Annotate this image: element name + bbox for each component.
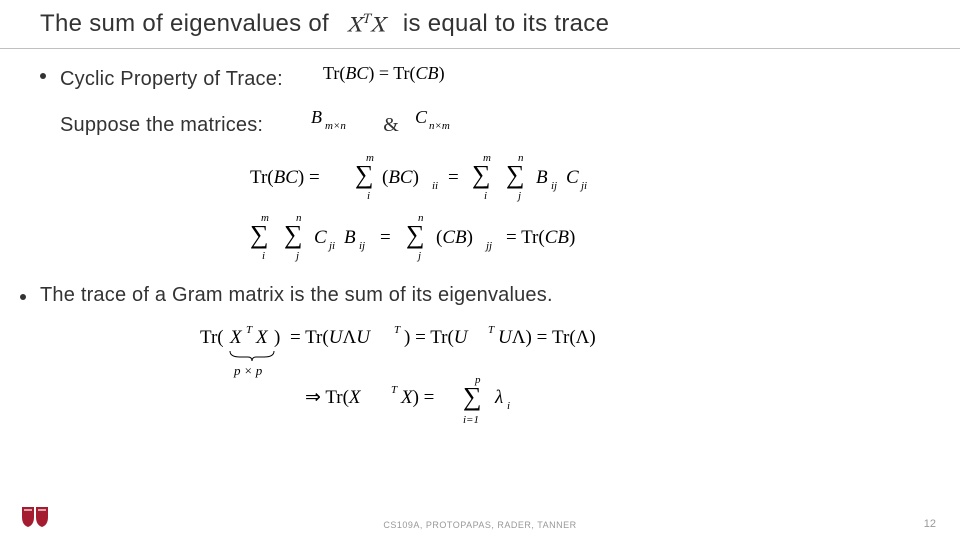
svg-text:m×n: m×n (325, 120, 346, 131)
svg-text:=: = (448, 167, 459, 188)
svg-text:Tr(: Tr( (200, 327, 224, 348)
slide: The sum of eigenvalues of XTX is equal t… (0, 0, 960, 540)
svg-text:p × p: p × p (233, 363, 263, 378)
bullet1-eq: Tr(BC) = Tr(CB) (323, 63, 503, 93)
svg-text:Tr(BC) =: Tr(BC) = (250, 167, 320, 188)
svg-text:n×m: n×m (429, 120, 450, 131)
svg-text:∑: ∑ (472, 160, 491, 189)
footer-text: CS109A, PROTOPAPAS, RADER, TANNER (0, 520, 960, 530)
svg-text:∑: ∑ (250, 220, 269, 249)
svg-text:jj: jj (484, 240, 492, 252)
svg-text:i: i (507, 400, 510, 412)
svg-text:∑: ∑ (355, 160, 374, 189)
title-part2: is equal to its trace (403, 10, 609, 38)
eq-block2: Tr( X T X ) p × p = Tr(UΛU T ) = Tr(U T … (40, 321, 920, 436)
svg-text:T: T (246, 324, 253, 336)
svg-text:C: C (566, 167, 579, 188)
ampersand: & (383, 114, 399, 137)
svg-text:i: i (367, 190, 370, 202)
svg-text:C: C (314, 227, 327, 248)
svg-text:X) =: X) = (400, 387, 434, 408)
svg-text:⇒ Tr(X: ⇒ Tr(X (305, 387, 362, 408)
svg-text:i: i (262, 250, 265, 262)
svg-text:) = Tr(U: ) = Tr(U (404, 327, 469, 348)
svg-text:Tr(BC) = Tr(CB): Tr(BC) = Tr(CB) (323, 63, 445, 84)
svg-text:): ) (274, 327, 280, 348)
eq-block1: Tr(BC) = m ∑ i (BC) ii = m ∑ i n ∑ j B i… (40, 151, 920, 274)
svg-text:ij: ij (551, 180, 557, 192)
svg-text:∑: ∑ (284, 220, 303, 249)
svg-text:ij: ij (359, 240, 365, 252)
suppose-row: Suppose the matrices: B m×n & C n×m (60, 107, 920, 139)
title-part1: The sum of eigenvalues of (40, 10, 329, 38)
svg-text:UΛ) = Tr(Λ): UΛ) = Tr(Λ) (498, 327, 596, 348)
suppose-label: Suppose the matrices: (60, 114, 263, 137)
svg-text:∑: ∑ (463, 382, 482, 411)
svg-text:j: j (516, 190, 521, 202)
bullet1-label: Cyclic Property of Trace: (60, 68, 283, 91)
svg-text:B: B (311, 107, 322, 127)
svg-text:=: = (380, 227, 391, 248)
svg-text:j: j (294, 250, 299, 262)
title-row: The sum of eigenvalues of XTX is equal t… (0, 0, 960, 49)
bullet1: Cyclic Property of Trace: Tr(BC) = Tr(CB… (40, 63, 920, 93)
bullet-dot-icon (20, 294, 26, 300)
svg-text:C: C (415, 107, 428, 127)
svg-text:i=1: i=1 (463, 414, 479, 426)
slide-body: Cyclic Property of Trace: Tr(BC) = Tr(CB… (0, 49, 960, 436)
svg-text:X: X (229, 327, 243, 348)
svg-text:= Tr(UΛU: = Tr(UΛU (290, 327, 371, 348)
bullet-dot-icon (40, 73, 46, 79)
svg-text:T: T (394, 324, 401, 336)
svg-text:T: T (391, 384, 398, 396)
svg-text:ji: ji (579, 180, 587, 192)
svg-text:X: X (255, 327, 269, 348)
title-math: XTX (347, 11, 385, 40)
matrix-C: C n×m (415, 107, 471, 139)
svg-text:ji: ji (327, 240, 335, 252)
bullet2-label: The trace of a Gram matrix is the sum of… (40, 284, 553, 307)
svg-text:B: B (536, 167, 548, 188)
svg-text:= Tr(CB): = Tr(CB) (506, 227, 575, 248)
svg-text:(BC): (BC) (382, 167, 419, 188)
svg-text:(CB): (CB) (436, 227, 473, 248)
matrix-B: B m×n (311, 107, 367, 139)
svg-text:ii: ii (432, 180, 438, 192)
svg-text:j: j (416, 250, 421, 262)
svg-text:i: i (484, 190, 487, 202)
svg-text:T: T (488, 324, 495, 336)
svg-text:λ: λ (494, 387, 503, 408)
svg-text:∑: ∑ (406, 220, 425, 249)
bullet2: The trace of a Gram matrix is the sum of… (20, 284, 920, 307)
page-number: 12 (924, 518, 936, 530)
svg-text:∑: ∑ (506, 160, 525, 189)
svg-text:B: B (344, 227, 356, 248)
